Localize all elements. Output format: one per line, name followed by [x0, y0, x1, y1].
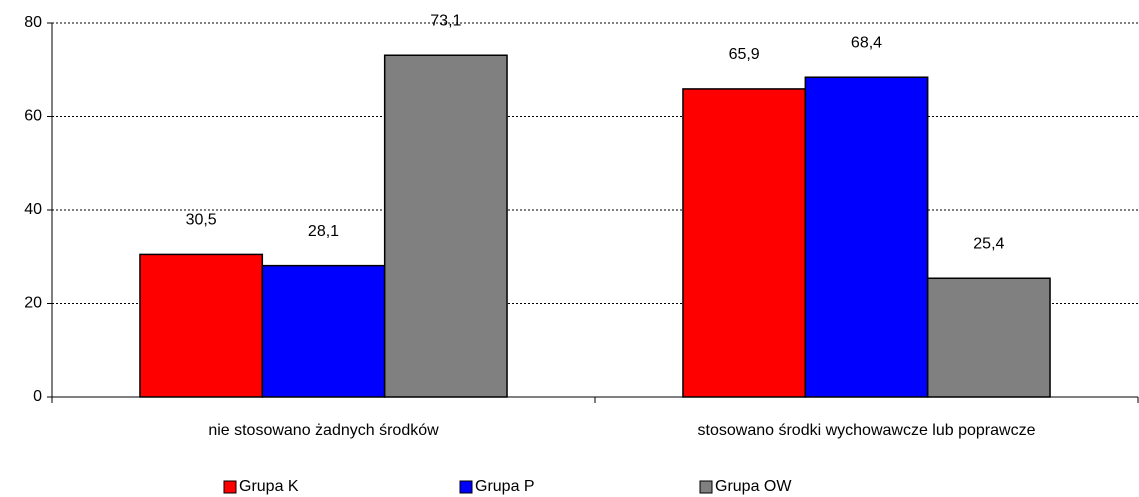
x-tick-label: nie stosowano żadnych środków — [208, 422, 439, 439]
value-label: 73,1 — [430, 12, 461, 29]
y-tick-label: 0 — [33, 388, 42, 405]
value-label: 28,1 — [308, 223, 339, 240]
y-tick-label: 80 — [24, 14, 42, 31]
legend-swatch — [459, 480, 473, 494]
legend-label: Grupa K — [239, 478, 299, 495]
bar — [261, 264, 386, 398]
value-label: 30,5 — [186, 212, 217, 229]
x-tick-label: stosowano środki wychowawcze lub poprawc… — [698, 422, 1036, 439]
legend-swatch — [699, 480, 713, 494]
bar — [804, 76, 929, 398]
bar — [682, 88, 807, 398]
y-tick-label: 20 — [24, 295, 42, 312]
y-tick-label: 40 — [24, 201, 42, 218]
legend-label: Grupa OW — [715, 478, 792, 495]
value-label: 68,4 — [851, 34, 882, 51]
bar — [139, 253, 264, 398]
y-tick-label: 60 — [24, 108, 42, 125]
bar — [383, 54, 508, 398]
bar — [926, 277, 1051, 398]
value-label: 25,4 — [973, 235, 1004, 252]
legend-label: Grupa P — [475, 478, 535, 495]
legend-swatch — [223, 480, 237, 494]
value-label: 65,9 — [729, 46, 760, 63]
